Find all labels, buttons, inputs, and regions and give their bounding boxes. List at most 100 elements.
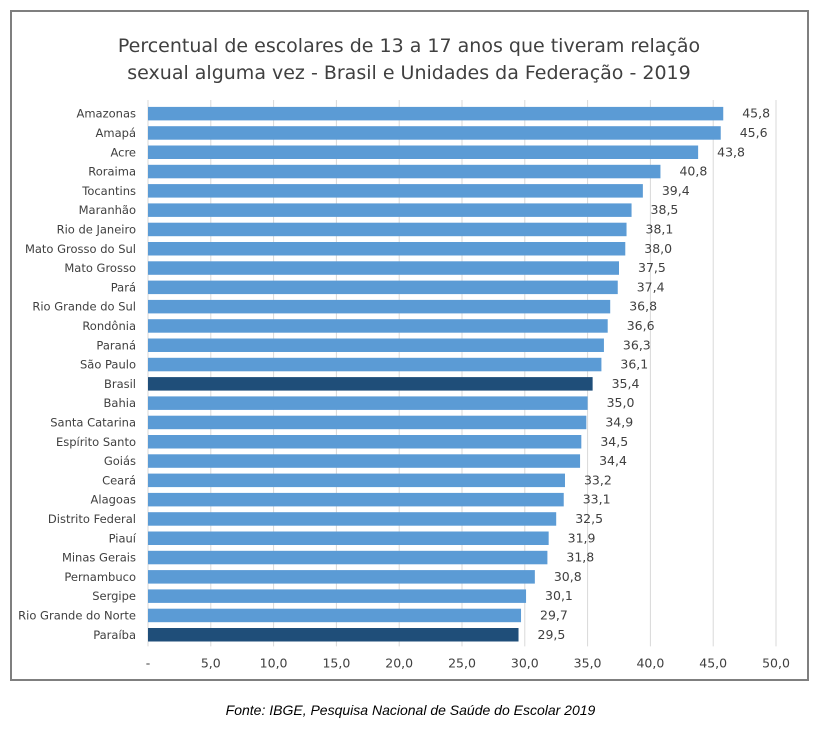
- value-label: 29,5: [538, 627, 566, 642]
- category-label: Espírito Santo: [56, 435, 136, 449]
- x-tick-label: 10,0: [260, 655, 288, 670]
- value-label: 37,5: [638, 260, 666, 275]
- x-tick-label: -: [146, 655, 151, 670]
- bar: [148, 492, 564, 507]
- x-tick-label: 30,0: [511, 655, 539, 670]
- bar: [148, 512, 557, 526]
- bar: [148, 435, 582, 449]
- bar: [148, 454, 581, 468]
- value-label: 32,5: [575, 511, 603, 526]
- value-label: 33,1: [583, 492, 611, 507]
- category-label: Tocantins: [81, 184, 136, 198]
- value-label: 36,1: [620, 357, 648, 372]
- value-label: 33,2: [584, 472, 612, 487]
- category-label: Mato Grosso: [64, 261, 136, 275]
- value-label: 30,8: [554, 569, 582, 584]
- bar-chart: Percentual de escolares de 13 a 17 anos …: [18, 35, 790, 671]
- bar: [148, 531, 549, 545]
- category-label: Piauí: [109, 531, 137, 545]
- value-label: 38,1: [646, 221, 674, 236]
- bar: [148, 589, 527, 603]
- bar: [148, 203, 632, 217]
- bar: [148, 608, 522, 623]
- bar: [148, 222, 627, 237]
- category-label: Paraíba: [93, 628, 136, 642]
- category-label: Maranhão: [79, 203, 136, 217]
- category-label: Bahia: [104, 396, 136, 410]
- category-label: Amapá: [96, 126, 136, 140]
- x-tick-label: 35,0: [574, 655, 602, 670]
- value-label: 35,4: [612, 376, 640, 391]
- category-label: Mato Grosso do Sul: [25, 242, 136, 256]
- x-tick-label: 20,0: [385, 655, 413, 670]
- bar: [148, 242, 626, 256]
- value-label: 40,8: [679, 164, 707, 179]
- value-label: 37,4: [637, 279, 665, 294]
- bar: [148, 261, 619, 275]
- bar: [148, 280, 618, 295]
- bar: [148, 338, 604, 352]
- value-label: 34,9: [605, 414, 633, 429]
- chart-frame: Percentual de escolares de 13 a 17 anos …: [10, 10, 809, 681]
- value-label: 35,0: [607, 395, 635, 410]
- category-label: Rio Grande do Sul: [32, 300, 136, 314]
- bar: [148, 473, 565, 488]
- value-label: 31,8: [566, 550, 594, 565]
- value-label: 43,8: [717, 144, 745, 159]
- category-label: Rio Grande do Norte: [18, 608, 136, 622]
- category-label: Amazonas: [76, 107, 136, 121]
- category-label: Distrito Federal: [48, 512, 136, 526]
- labels: - 5,0 10,0 15,0 20,0 25,0 30,0 35,0 40,0 45,0 50,0…: [18, 106, 790, 671]
- source-note: Fonte: IBGE, Pesquisa Nacional de Saúde …: [225, 702, 596, 718]
- chart-title-line-2: sexual alguma vez - Brasil e Unidades da…: [127, 62, 690, 84]
- category-label: Pernambuco: [64, 570, 136, 584]
- x-tick-label: 40,0: [636, 655, 664, 670]
- bar: [148, 415, 587, 430]
- bar: [148, 126, 721, 140]
- bar: [148, 377, 593, 391]
- value-label: 36,8: [629, 299, 657, 314]
- value-label: 29,7: [540, 607, 568, 622]
- value-label: 36,6: [627, 318, 655, 333]
- bar: [148, 396, 588, 410]
- bar: [148, 357, 602, 372]
- value-label: 39,4: [662, 183, 690, 198]
- bar: [148, 145, 699, 159]
- bars: [148, 106, 724, 642]
- x-tick-label: 50,0: [762, 655, 790, 670]
- bar: [148, 299, 611, 314]
- value-label: 30,1: [545, 588, 573, 603]
- category-label: Pará: [111, 280, 136, 294]
- category-label: São Paulo: [80, 358, 136, 372]
- category-label: Alagoas: [91, 493, 136, 507]
- category-label: Rondônia: [82, 319, 136, 333]
- value-label: 45,8: [742, 106, 770, 121]
- category-label: Sergipe: [92, 589, 136, 603]
- bar: [148, 319, 608, 333]
- value-label: 34,5: [600, 434, 628, 449]
- category-label: Goiás: [104, 454, 136, 468]
- value-label: 45,6: [740, 125, 768, 140]
- bar: [148, 628, 519, 642]
- value-label: 38,0: [644, 241, 672, 256]
- category-label: Roraima: [88, 165, 136, 179]
- value-label: 36,3: [623, 337, 651, 352]
- value-label: 31,9: [568, 530, 596, 545]
- x-tick-label: 25,0: [448, 655, 476, 670]
- x-tick-label: 5,0: [201, 655, 221, 670]
- bar: [148, 570, 535, 584]
- bar: [148, 106, 724, 121]
- category-label: Santa Catarina: [50, 415, 136, 429]
- bar: [148, 184, 643, 198]
- value-label: 34,4: [599, 453, 627, 468]
- category-label: Ceará: [102, 473, 136, 487]
- chart-title-line-1: Percentual de escolares de 13 a 17 anos …: [118, 35, 700, 57]
- x-tick-label: 45,0: [699, 655, 727, 670]
- category-label: Acre: [110, 145, 136, 159]
- category-label: Minas Gerais: [62, 551, 136, 565]
- bar: [148, 550, 548, 565]
- bar: [148, 164, 661, 179]
- category-label: Paraná: [96, 338, 136, 352]
- value-label: 38,5: [651, 202, 679, 217]
- category-label: Rio de Janeiro: [57, 222, 136, 236]
